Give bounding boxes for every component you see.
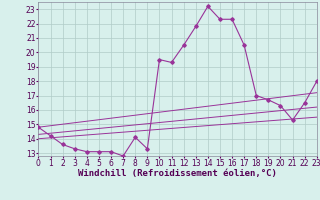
X-axis label: Windchill (Refroidissement éolien,°C): Windchill (Refroidissement éolien,°C) xyxy=(78,169,277,178)
